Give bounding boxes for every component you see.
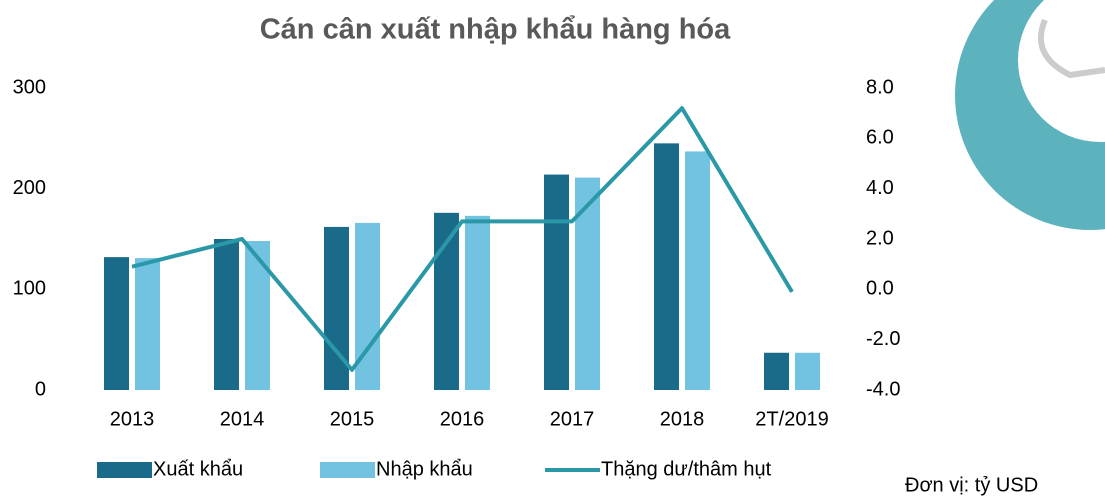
y2-tick-label: 8.0 bbox=[866, 76, 894, 98]
bar bbox=[104, 257, 129, 390]
x-tick-label: 2015 bbox=[330, 408, 375, 430]
legend-label: Thặng dư/thâm hụt bbox=[601, 458, 772, 480]
x-tick-label: 2014 bbox=[220, 408, 265, 430]
bar bbox=[764, 353, 789, 390]
bar bbox=[544, 175, 569, 390]
legend-swatch bbox=[320, 462, 375, 478]
x-tick-label: 2018 bbox=[660, 408, 705, 430]
chart: CÁN CÂN Cán cân xuất nhập khẩu hàng hóa … bbox=[0, 0, 1105, 501]
chart-title: Cán cân xuất nhập khẩu hàng hóa bbox=[260, 14, 731, 46]
bar bbox=[654, 143, 679, 390]
bar bbox=[795, 353, 820, 390]
x-tick-label: 2013 bbox=[110, 408, 155, 430]
bar bbox=[245, 241, 270, 390]
y2-tick-label: -4.0 bbox=[866, 378, 900, 400]
legend-label: Xuất khẩu bbox=[153, 458, 243, 480]
x-tick-label: 2T/2019 bbox=[755, 408, 828, 430]
bar bbox=[324, 227, 349, 390]
bar bbox=[465, 216, 490, 390]
x-tick-label: 2017 bbox=[550, 408, 595, 430]
y2-tick-label: 2.0 bbox=[866, 227, 894, 249]
y-tick-label: 200 bbox=[13, 177, 46, 199]
y2-tick-label: 0.0 bbox=[866, 278, 894, 300]
y2-tick-label: 4.0 bbox=[866, 177, 894, 199]
x-tick-label: 2016 bbox=[440, 408, 485, 430]
y-tick-label: 300 bbox=[13, 76, 46, 98]
bar bbox=[685, 151, 710, 390]
y-tick-label: 100 bbox=[13, 278, 46, 300]
legend-label: Nhập khẩu bbox=[376, 458, 473, 480]
y2-tick-label: 6.0 bbox=[866, 127, 894, 149]
note: Đơn vị: tỷ USD bbox=[905, 474, 1038, 496]
bar bbox=[575, 178, 600, 390]
bar bbox=[214, 239, 239, 390]
legend-swatch bbox=[97, 462, 152, 478]
bar bbox=[135, 258, 160, 390]
y2-tick-label: -2.0 bbox=[866, 328, 900, 350]
y-tick-label: 0 bbox=[35, 378, 46, 400]
bar bbox=[355, 223, 380, 390]
